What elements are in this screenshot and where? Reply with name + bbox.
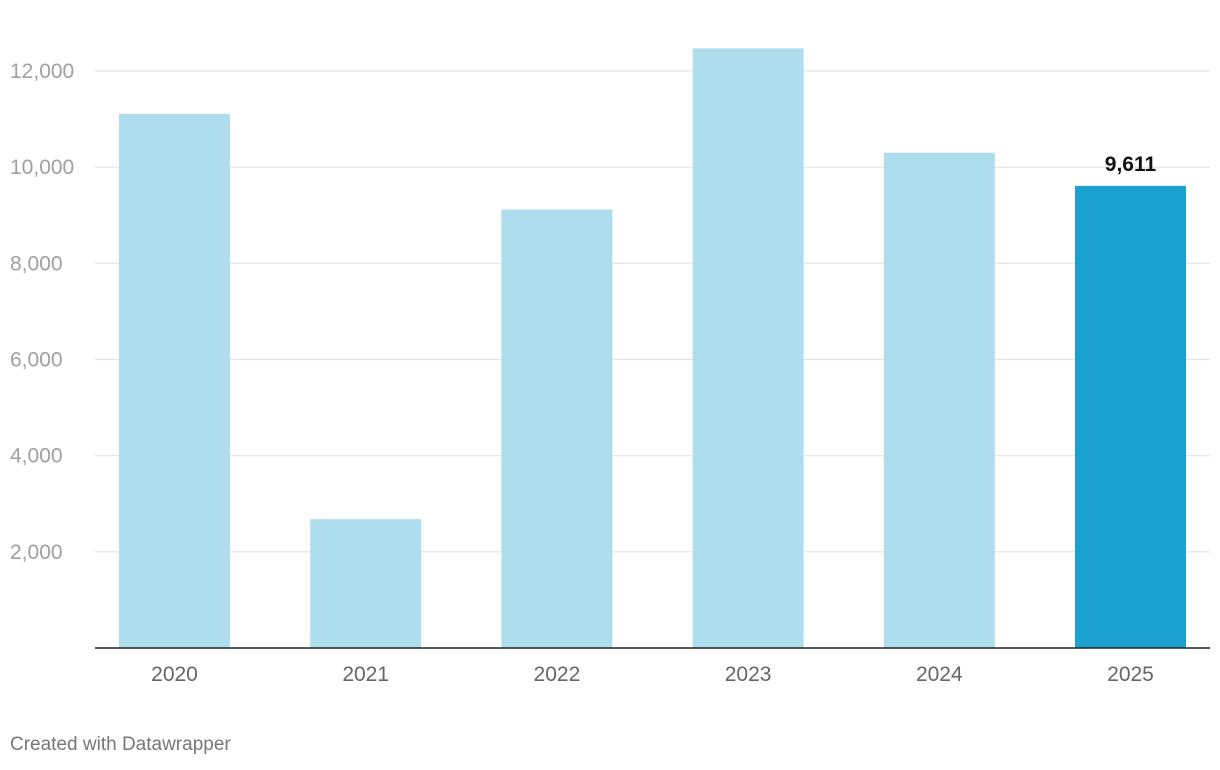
bars	[119, 48, 1186, 649]
y-tick-label: 12,000	[10, 60, 74, 83]
y-tick-label: 8,000	[10, 252, 63, 275]
x-tick-label: 2025	[1107, 663, 1154, 686]
y-tick-label: 10,000	[10, 156, 74, 179]
x-tick-label: 2020	[151, 663, 198, 686]
bar-2023	[692, 48, 804, 649]
x-tick-label: 2022	[534, 663, 581, 686]
bar-2021	[310, 519, 422, 648]
y-tick-label: 6,000	[10, 349, 63, 372]
footer-credit: Created with Datawrapper	[10, 734, 231, 755]
bar-2024	[883, 152, 995, 648]
bar-2022	[501, 209, 613, 649]
x-tick-label: 2023	[725, 663, 772, 686]
gridlines	[95, 70, 1210, 553]
labels: 2,000 4,000 6,000 8,000 10,000 12,000 2020 2021…	[10, 60, 1210, 686]
y-tick-label: 4,000	[10, 445, 63, 468]
bar-2025	[1075, 185, 1186, 648]
data-label: 9,611	[1105, 153, 1157, 176]
x-tick-label: 2021	[342, 663, 389, 686]
y-tick-label: 2,000	[10, 541, 63, 564]
x-tick-label: 2024	[916, 663, 963, 686]
bar-2020	[119, 113, 230, 648]
